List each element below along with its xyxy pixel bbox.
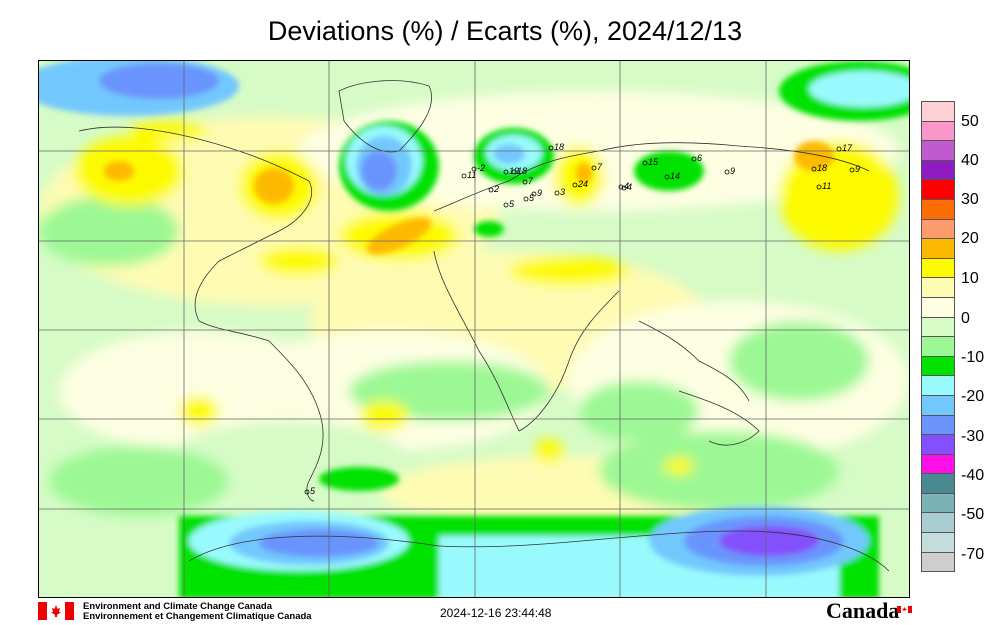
station-value: 24 <box>577 179 588 189</box>
station-marker <box>511 169 517 175</box>
legend-label: -10 <box>961 349 985 366</box>
station-marker <box>554 190 560 196</box>
station-value: 11 <box>467 170 476 180</box>
station-value: 6 <box>697 153 702 163</box>
legend-swatch <box>921 414 955 435</box>
legend-swatch <box>921 198 955 219</box>
legend-swatch <box>921 551 955 573</box>
legend-swatch <box>921 473 955 493</box>
legend-swatch <box>921 296 955 317</box>
legend-swatch <box>921 355 955 376</box>
legend-swatch <box>921 101 955 121</box>
legend-label: 50 <box>961 113 979 130</box>
station-value: 5 <box>529 193 535 203</box>
legend-label: 30 <box>961 191 979 208</box>
station-value: 5 <box>310 486 316 496</box>
legend-swatch <box>921 453 955 474</box>
legend-label: -50 <box>961 506 985 523</box>
legend-label: -20 <box>961 388 985 405</box>
legend-swatch <box>921 140 955 160</box>
legend-swatch <box>921 375 955 395</box>
station-marker <box>849 167 855 173</box>
legend-swatch <box>921 218 955 239</box>
station-marker <box>621 185 627 191</box>
station-marker <box>618 184 624 190</box>
station-marker <box>548 145 554 151</box>
legend-label: 40 <box>961 152 979 169</box>
contour-cores <box>39 61 909 597</box>
color-legend <box>921 101 955 573</box>
station-value: 18 <box>554 142 564 152</box>
legend-swatch <box>921 159 955 180</box>
legend-swatch <box>921 434 955 454</box>
station-value: 11 <box>822 181 831 191</box>
station-marker <box>531 191 537 197</box>
legend-swatch <box>921 492 955 513</box>
wordmark-flag-icon <box>897 600 912 613</box>
station-value: 4 <box>627 182 632 192</box>
legend-swatch <box>921 394 955 415</box>
legend-swatch <box>921 532 955 552</box>
station-value: 9 <box>537 188 542 198</box>
station-marker <box>691 156 697 162</box>
station-marker <box>522 179 528 185</box>
station-marker <box>572 182 578 188</box>
station-value: 9 <box>855 164 860 174</box>
station-marker <box>304 489 310 495</box>
canada-wordmark: Canada <box>826 598 900 623</box>
station-value: 15 <box>648 157 659 167</box>
legend-swatch <box>921 316 955 337</box>
station-marker <box>461 173 467 179</box>
legend-swatch <box>921 238 955 258</box>
station-marker <box>488 187 494 193</box>
legend-label: -70 <box>961 546 985 563</box>
station-value: 7 <box>528 176 534 186</box>
station-value: 17 <box>842 143 853 153</box>
org-name-fr: Environnement et Changement Climatique C… <box>83 611 312 622</box>
station-marker <box>664 174 670 180</box>
station-value: 3 <box>560 187 565 197</box>
legend-swatch <box>921 257 955 278</box>
station-marker <box>503 169 509 175</box>
station-marker <box>724 169 730 175</box>
station-value: 14 <box>670 171 680 181</box>
station-marker <box>471 166 477 172</box>
timestamp: 2024-12-16 23:44:48 <box>440 606 552 620</box>
station-marker <box>816 184 822 190</box>
legend-swatch <box>921 336 955 356</box>
station-marker <box>811 166 817 172</box>
legend-label: 0 <box>961 310 970 327</box>
legend-swatch <box>921 179 955 199</box>
map-title: Deviations (%) / Ecarts (%), 2024/12/13 <box>267 16 743 46</box>
legend-swatch <box>921 512 955 533</box>
station-value: 19 <box>509 166 519 176</box>
station-value: 2 <box>493 184 499 194</box>
legend-label: 10 <box>961 270 979 287</box>
station-value: 18 <box>817 163 827 173</box>
legend-swatch <box>921 120 955 141</box>
station-value: 4 <box>624 181 629 191</box>
station-marker <box>642 160 648 166</box>
deviation-map: -2 7 11 18 19 18 2 4 5 9 5 24 7 3 4 15 14 6 9 18 17 11 9 5 <box>38 60 910 598</box>
station-marker <box>591 165 597 171</box>
station-marker <box>503 202 509 208</box>
org-name-en: Environment and Climate Change Canada <box>83 601 272 612</box>
canada-flag-icon <box>38 602 74 620</box>
legend-label: -40 <box>961 467 985 484</box>
graticule <box>39 61 909 597</box>
station-marker <box>836 146 842 152</box>
station-value: 9 <box>730 166 735 176</box>
legend-swatch <box>921 277 955 297</box>
legend-label: -30 <box>961 428 985 445</box>
station-value: 7 <box>597 162 603 172</box>
station-value: -2 <box>477 163 485 173</box>
legend-label: 20 <box>961 230 979 247</box>
station-value: 5 <box>509 199 515 209</box>
station-marker <box>523 196 529 202</box>
station-value: 18 <box>517 166 527 176</box>
